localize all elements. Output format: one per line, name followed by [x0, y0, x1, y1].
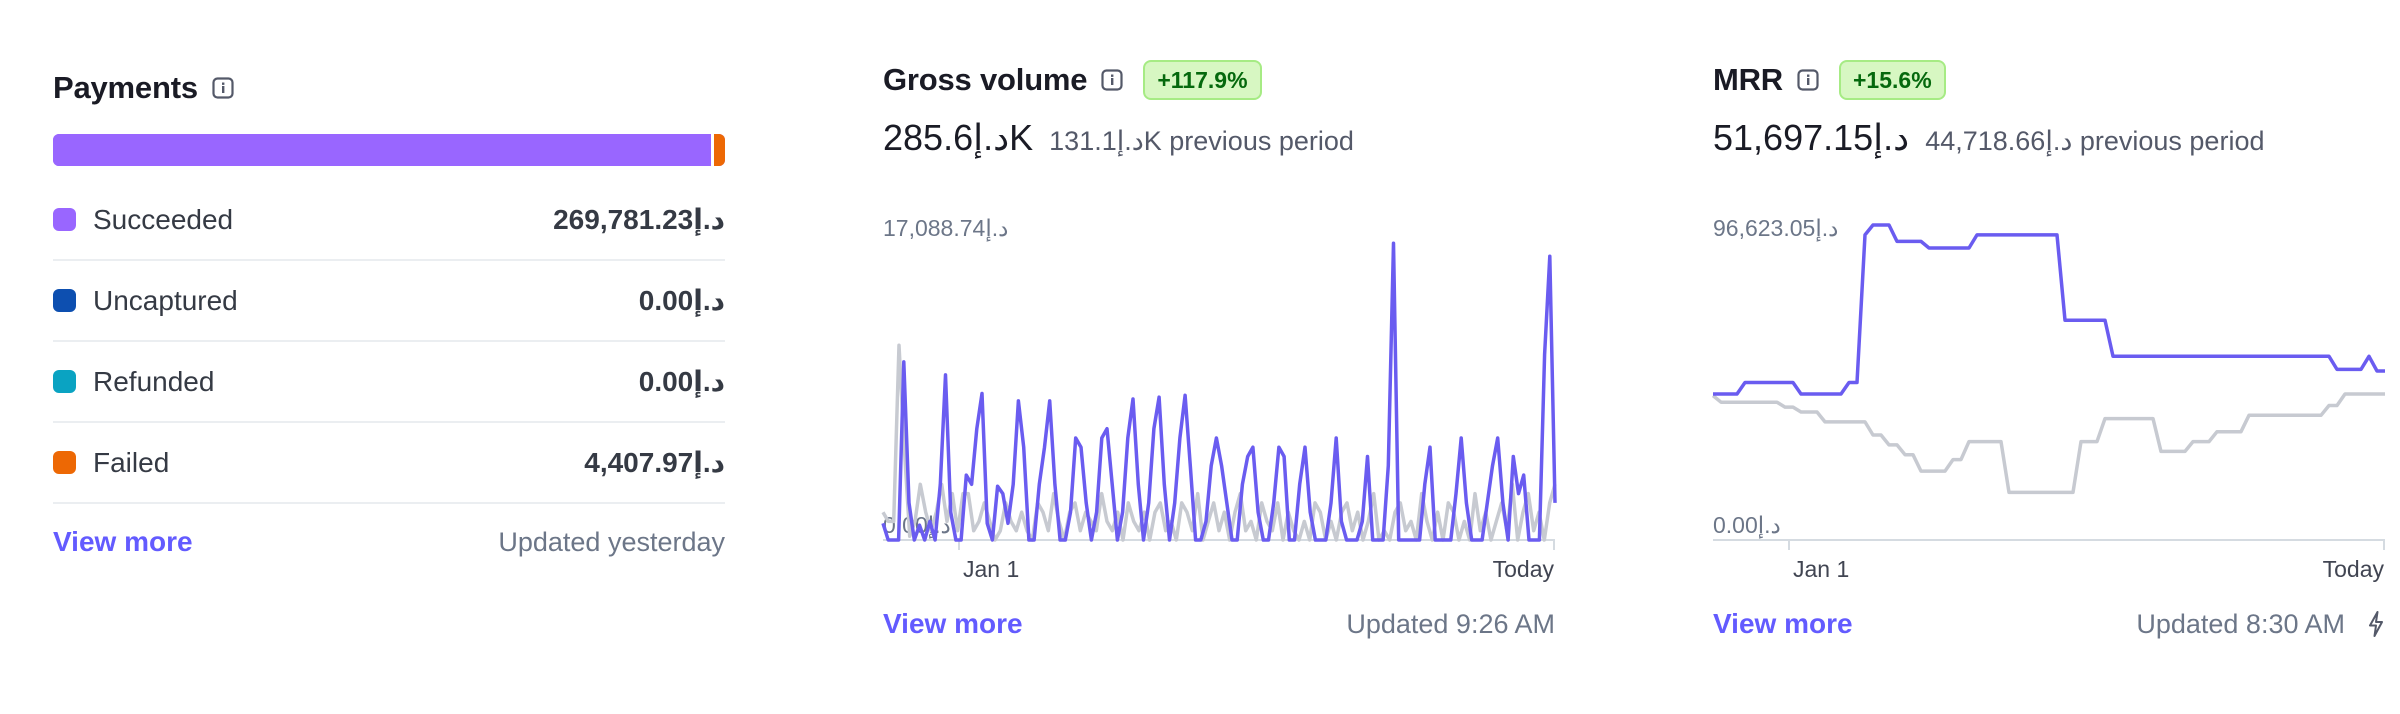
- uncaptured-legend-dot: [53, 289, 76, 312]
- payments-status-bar: [53, 134, 725, 166]
- payments-header: Payments: [53, 66, 234, 110]
- gross-updated-text: Updated 9:26 AM: [1346, 608, 1555, 639]
- failed-legend-dot: [53, 451, 76, 474]
- series-current-line: [881, 241, 1557, 542]
- y-tick-max: 17,088.74د.إ: [883, 215, 1008, 243]
- series-previous-line: [1711, 392, 2385, 495]
- payments-panel: Payments Succeeded 269,781.23د.إ Uncaptu…: [53, 0, 725, 714]
- x-tick-start: Jan 1: [1793, 556, 1849, 582]
- lightning-icon: [2367, 611, 2385, 637]
- status-value: 269,781.23د.إ: [553, 204, 725, 235]
- gross-title: Gross volume: [883, 62, 1088, 97]
- series-current-line: [1713, 223, 2385, 396]
- payments-view-more-link[interactable]: View more: [53, 526, 193, 557]
- status-row-failed[interactable]: Failed 4,407.97د.إ: [53, 423, 725, 504]
- mrr-panel: MRR +15.6% 51,697.15د.إ 44,718.66د.إ pre…: [1711, 0, 2385, 714]
- gross-volume-chart[interactable]: 17,088.74د.إ 0.00د.إ Jan 1 Today: [881, 205, 1557, 585]
- info-icon[interactable]: [1101, 69, 1123, 91]
- info-icon[interactable]: [1797, 69, 1819, 91]
- status-value: 4,407.97د.إ: [584, 447, 725, 478]
- status-label: Failed: [93, 446, 170, 478]
- mrr-updated-row: Updated 8:30 AM: [2136, 609, 2385, 640]
- status-label: Refunded: [93, 365, 215, 397]
- status-row-succeeded[interactable]: Succeeded 269,781.23د.إ: [53, 180, 725, 261]
- status-row-uncaptured[interactable]: Uncaptured 0.00د.إ: [53, 261, 725, 342]
- mrr-amount-row: 51,697.15د.إ 44,718.66د.إ previous perio…: [1713, 117, 2264, 159]
- y-tick-min: 0.00د.إ: [1713, 512, 1781, 540]
- gross-view-more-link[interactable]: View more: [883, 608, 1023, 639]
- status-value: 0.00د.إ: [638, 366, 725, 397]
- gross-volume-panel: Gross volume +117.9% 285.6د.إK 131.1د.إK…: [881, 0, 1557, 714]
- mrr-title: MRR: [1713, 62, 1783, 97]
- mrr-updated-text: Updated 8:30 AM: [2136, 608, 2345, 639]
- status-label: Uncaptured: [93, 284, 238, 316]
- mrr-change-badge: +15.6%: [1839, 60, 1946, 100]
- info-icon[interactable]: [212, 77, 234, 99]
- payments-updated-text: Updated yesterday: [498, 526, 725, 557]
- segment-divider: [711, 134, 714, 166]
- succeeded-segment: [53, 134, 714, 166]
- payments-footer: View more Updated yesterday: [53, 526, 725, 558]
- status-value: 0.00د.إ: [638, 285, 725, 316]
- gross-footer: View more Updated 9:26 AM: [883, 608, 1555, 640]
- x-tick-end: Today: [1493, 556, 1555, 582]
- refunded-legend-dot: [53, 370, 76, 393]
- mrr-amount: 51,697.15د.إ: [1713, 117, 1910, 158]
- status-label: Succeeded: [93, 203, 234, 235]
- y-tick-max: 96,623.05د.إ: [1713, 215, 1838, 243]
- gross-amount: 285.6د.إK: [883, 117, 1034, 158]
- gross-header: Gross volume +117.9%: [883, 58, 1262, 102]
- payments-title: Payments: [53, 70, 198, 105]
- failed-segment: [714, 134, 725, 166]
- x-tick-end: Today: [2323, 556, 2385, 582]
- x-tick-start: Jan 1: [963, 556, 1019, 582]
- mrr-view-more-link[interactable]: View more: [1713, 608, 1853, 639]
- gross-change-badge: +117.9%: [1143, 60, 1262, 100]
- mrr-chart[interactable]: 96,623.05د.إ 0.00د.إ Jan 1 Today: [1711, 205, 2385, 585]
- gross-previous-period: 131.1د.إK previous period: [1049, 126, 1354, 156]
- status-row-refunded[interactable]: Refunded 0.00د.إ: [53, 342, 725, 423]
- payments-status-list: Succeeded 269,781.23د.إ Uncaptured 0.00د…: [53, 180, 725, 504]
- mrr-header: MRR +15.6%: [1713, 58, 1946, 102]
- succeeded-legend-dot: [53, 208, 76, 231]
- mrr-previous-period: 44,718.66د.إ previous period: [1925, 126, 2265, 156]
- gross-amount-row: 285.6د.إK 131.1د.إK previous period: [883, 117, 1354, 159]
- mrr-footer: View more Updated 8:30 AM: [1713, 608, 2385, 640]
